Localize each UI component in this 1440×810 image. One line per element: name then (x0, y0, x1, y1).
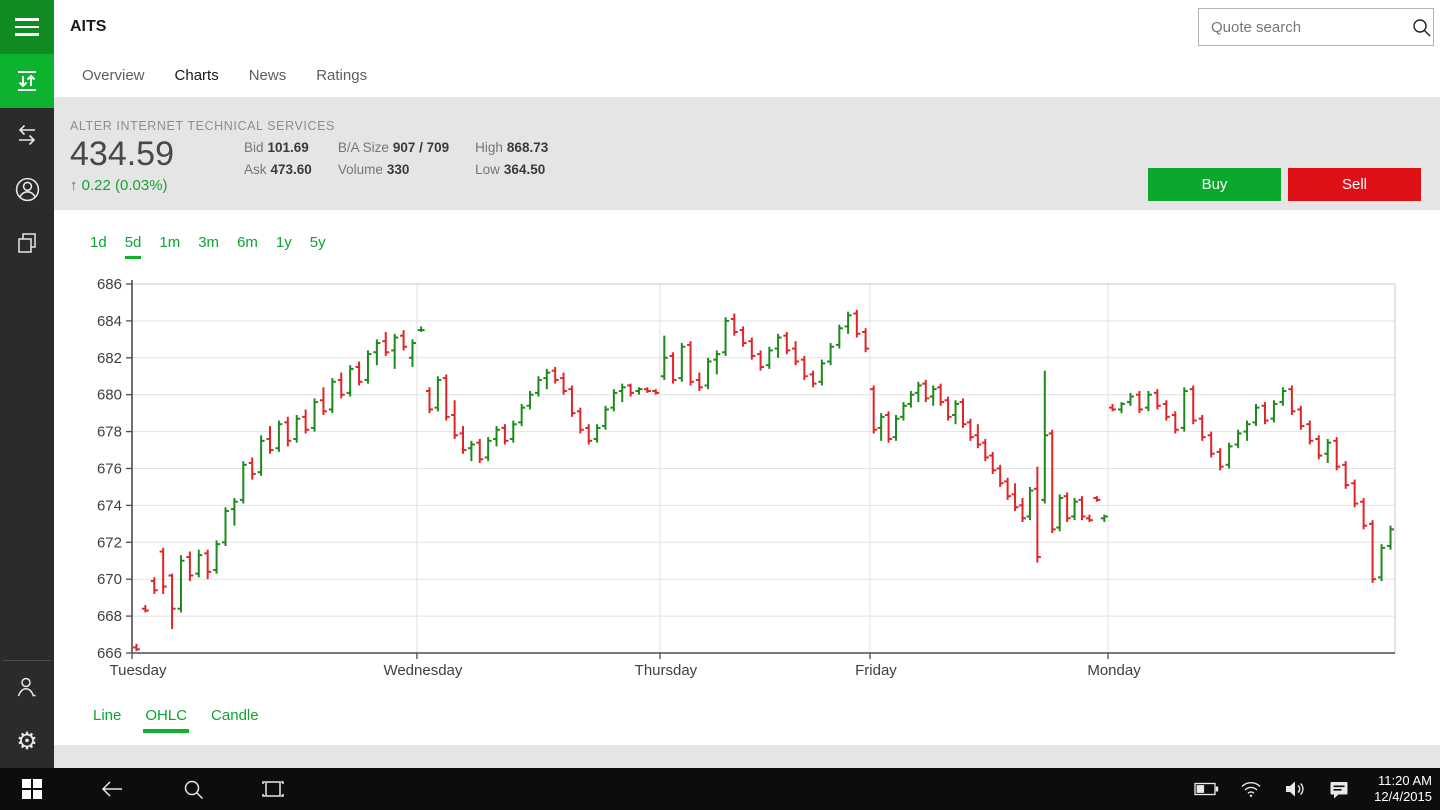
svg-text:686: 686 (97, 276, 122, 293)
price-change: ↑ 0.22 (0.03%) (70, 177, 168, 194)
tab-overview[interactable]: Overview (82, 67, 145, 84)
svg-text:668: 668 (97, 608, 122, 625)
person-circle-icon (15, 177, 39, 201)
hamburger-menu-button[interactable] (0, 0, 54, 54)
svg-text:672: 672 (97, 534, 122, 551)
sidebar-divider (3, 660, 51, 661)
back-arrow-icon (101, 781, 122, 797)
range-tab-1d[interactable]: 1d (90, 234, 107, 251)
price-change-value: 0.22 (0.03%) (81, 177, 168, 194)
search-icon[interactable] (1410, 18, 1433, 37)
stat-b-a-size: B/A Size 907 / 709 (337, 140, 450, 155)
range-tab-5d[interactable]: 5d (124, 234, 142, 259)
notifications-tray-icon[interactable] (1321, 768, 1357, 810)
sidebar-item-settings[interactable]: ⚙ (0, 714, 54, 768)
clock-date: 12/4/2015 (1374, 789, 1432, 804)
volume-tray-icon[interactable] (1277, 768, 1313, 810)
person-icon (17, 677, 36, 697)
battery-tray-icon[interactable] (1188, 768, 1224, 810)
taskbar-search-button[interactable] (171, 768, 215, 810)
task-view-icon (262, 781, 284, 797)
stat-high: High 868.73 (475, 140, 549, 155)
up-arrow-icon: ↑ (70, 177, 78, 194)
chart-wrap: 686 684 682 680 678 676 674 672 670 668 666 Tuesday… (80, 275, 1410, 692)
quote-search-input[interactable] (1199, 18, 1410, 36)
sell-button[interactable]: Sell (1288, 168, 1421, 201)
type-tab-ohlc[interactable]: OHLC (143, 707, 190, 733)
transfer-arrows-icon (18, 124, 36, 146)
wifi-tray-icon[interactable] (1233, 768, 1269, 810)
buy-button[interactable]: Buy (1148, 168, 1281, 201)
windows-logo-icon (22, 779, 42, 799)
tab-ratings[interactable]: Ratings (316, 67, 368, 84)
range-tab-6m[interactable]: 6m (237, 234, 258, 251)
taskbar-clock[interactable]: 11:20 AM 12/4/2015 (1374, 768, 1432, 810)
svg-text:682: 682 (97, 350, 122, 367)
svg-text:Monday: Monday (1087, 662, 1141, 679)
svg-text:666: 666 (97, 645, 122, 662)
range-tab-1m[interactable]: 1m (159, 234, 181, 251)
range-tab-5y[interactable]: 5y (309, 234, 326, 251)
ohlc-chart: 686 684 682 680 678 676 674 672 670 668 666Tuesday… (97, 276, 1396, 679)
gear-icon: ⚙ (16, 727, 38, 755)
nav-tabs: Overview Charts News Ratings (54, 54, 1440, 97)
pages-icon (18, 233, 36, 253)
stat-volume: Volume 330 (337, 162, 410, 177)
quote-stats: Bid 101.69 Ask 473.60 B/A Size 907 / 709 Volum… (244, 140, 548, 177)
range-tab-3m[interactable]: 3m (198, 234, 220, 251)
last-price: 434.59 (70, 135, 174, 173)
chart-section: 1d 5d 1m 3m 6m 1y 5y 686 684 682 680 678 676 674 672 6… (54, 210, 1440, 745)
taskbar: 11:20 AM 12/4/2015 (0, 768, 1440, 810)
start-button[interactable] (10, 768, 54, 810)
svg-text:Wednesday: Wednesday (383, 662, 462, 679)
search-icon (184, 780, 203, 799)
quote-summary-band: ALTER INTERNET TECHNICAL SERVICES 434.59… (54, 97, 1440, 210)
chart-type-tabs: Line OHLC Candle (91, 707, 261, 733)
quote-search-box (1198, 8, 1434, 46)
sidebar-item-pages[interactable] (0, 216, 54, 270)
sidebar-item-account[interactable] (0, 162, 54, 216)
svg-text:Friday: Friday (855, 662, 897, 679)
svg-text:Tuesday: Tuesday (110, 662, 167, 679)
tab-charts[interactable]: Charts (174, 67, 219, 84)
wifi-icon (1241, 782, 1261, 797)
stat-ask: Ask 473.60 (244, 162, 312, 177)
app-title: AITS (70, 18, 107, 35)
sidebar-item-profile[interactable] (0, 660, 54, 714)
battery-icon (1193, 782, 1218, 796)
svg-text:678: 678 (97, 424, 122, 441)
range-tabs: 1d 5d 1m 3m 6m 1y 5y (90, 234, 326, 259)
trade-arrows-icon (18, 71, 36, 91)
sidebar-item-transfer[interactable] (0, 108, 54, 162)
svg-text:676: 676 (97, 461, 122, 478)
company-name: ALTER INTERNET TECHNICAL SERVICES (70, 119, 335, 133)
svg-text:670: 670 (97, 571, 122, 588)
task-view-button[interactable] (251, 768, 295, 810)
action-center-icon (1330, 781, 1348, 798)
stat-low: Low 364.50 (475, 162, 546, 177)
tab-news[interactable]: News (248, 67, 287, 84)
svg-text:Thursday: Thursday (635, 662, 698, 679)
speaker-icon (1286, 781, 1304, 797)
sidebar: ⚙ (0, 0, 54, 768)
back-button[interactable] (90, 768, 134, 810)
stat-bid: Bid 101.69 (244, 140, 309, 155)
hamburger-icon (15, 18, 39, 21)
svg-text:674: 674 (97, 497, 122, 514)
clock-time: 11:20 AM (1378, 773, 1432, 788)
svg-text:680: 680 (97, 387, 122, 404)
titlebar: AITS (54, 0, 1440, 54)
sidebar-item-trades[interactable] (0, 54, 54, 108)
type-tab-candle[interactable]: Candle (211, 707, 259, 724)
bottom-strip (54, 745, 1440, 768)
svg-text:684: 684 (97, 313, 122, 330)
range-tab-1y[interactable]: 1y (275, 234, 292, 251)
type-tab-line[interactable]: Line (93, 707, 122, 724)
